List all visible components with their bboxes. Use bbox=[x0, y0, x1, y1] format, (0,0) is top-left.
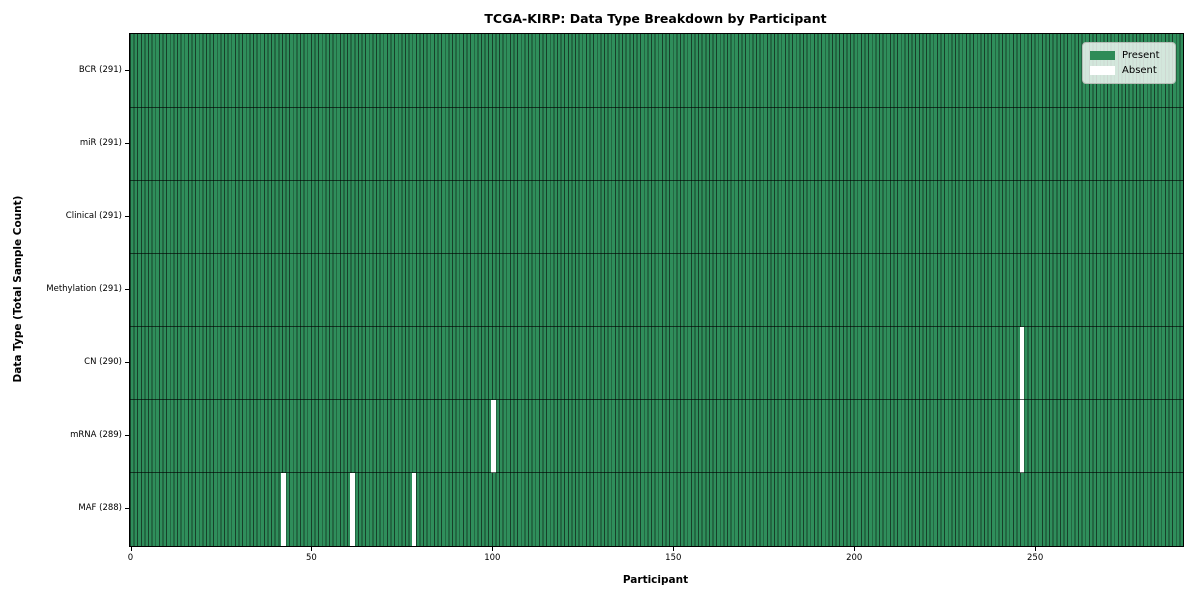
absent-swatch bbox=[1090, 66, 1115, 75]
row-divider bbox=[130, 252, 1183, 254]
xtick-mark bbox=[492, 546, 494, 551]
xtick-mark bbox=[311, 546, 313, 551]
ytick-mark bbox=[125, 142, 129, 144]
absent-cell-mRNA-246 bbox=[1019, 399, 1025, 473]
absent-cell-MAF-42 bbox=[281, 472, 287, 546]
xtick-label-250: 250 bbox=[1027, 553, 1044, 563]
present-swatch bbox=[1090, 51, 1115, 60]
ytick-mark bbox=[125, 508, 129, 510]
row-divider bbox=[130, 472, 1183, 474]
legend: Present Absent bbox=[1082, 42, 1176, 84]
ytick-label-MAF: MAF (288) bbox=[78, 503, 122, 514]
absent-cell-CN-246 bbox=[1019, 326, 1025, 400]
ytick-mark bbox=[125, 289, 129, 290]
ytick-mark bbox=[125, 69, 129, 71]
plot-area: Present Absent bbox=[129, 33, 1184, 547]
xtick-mark bbox=[1035, 546, 1037, 551]
ytick-label-Methylation: Methylation (291) bbox=[46, 284, 122, 294]
ytick-label-miR: miR (291) bbox=[79, 137, 122, 148]
legend-label-present: Present bbox=[1122, 49, 1160, 61]
legend-item-present: Present bbox=[1090, 48, 1169, 63]
chart-title: TCGA-KIRP: Data Type Breakdown by Partic… bbox=[484, 11, 827, 26]
ytick-label-BCR: BCR (291) bbox=[78, 64, 122, 75]
legend-label-absent: Absent bbox=[1122, 64, 1157, 76]
xtick-label-200: 200 bbox=[846, 553, 863, 563]
absent-cell-mRNA-100 bbox=[491, 399, 497, 473]
xtick-mark bbox=[130, 546, 132, 551]
row-divider bbox=[130, 326, 1183, 328]
xtick-label-150: 150 bbox=[665, 553, 682, 563]
ytick-mark bbox=[125, 435, 129, 437]
ytick-mark bbox=[125, 362, 129, 364]
legend-item-absent: Absent bbox=[1090, 63, 1169, 78]
xtick-mark bbox=[854, 546, 856, 551]
absent-cell-MAF-61 bbox=[350, 472, 355, 546]
xtick-label-0: 0 bbox=[127, 553, 134, 563]
xtick-mark bbox=[673, 546, 675, 551]
ytick-mark bbox=[125, 215, 129, 217]
xtick-label-100: 100 bbox=[484, 553, 501, 563]
ytick-label-CN: CN (290) bbox=[84, 357, 122, 368]
absent-cell-MAF-78 bbox=[411, 472, 417, 546]
row-divider bbox=[130, 106, 1183, 108]
row-divider bbox=[130, 179, 1183, 181]
x-axis-label: Participant bbox=[622, 574, 689, 586]
row-divider bbox=[130, 399, 1183, 401]
y-axis-label: Data Type (Total Sample Count) bbox=[12, 195, 24, 383]
ytick-label-Clinical: Clinical (291) bbox=[65, 210, 122, 221]
ytick-label-mRNA: mRNA (289) bbox=[70, 430, 122, 441]
xtick-label-50: 50 bbox=[306, 553, 317, 563]
